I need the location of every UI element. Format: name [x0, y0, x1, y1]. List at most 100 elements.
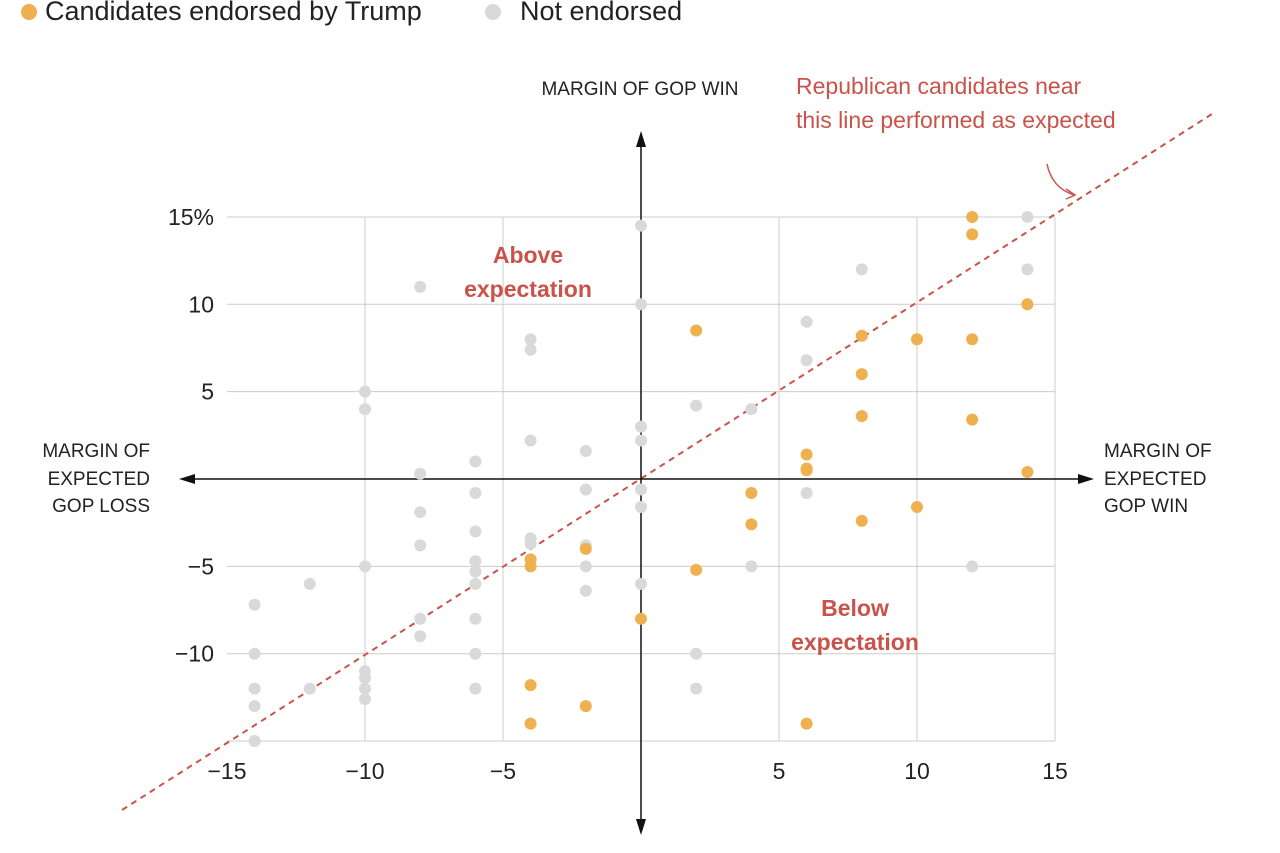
point-not-endorsed [248, 700, 261, 713]
point-endorsed [524, 679, 537, 692]
point-not-endorsed [414, 467, 427, 480]
point-not-endorsed [524, 537, 537, 550]
point-not-endorsed [359, 403, 371, 416]
point-endorsed [524, 560, 537, 573]
point-not-endorsed [635, 483, 647, 496]
point-not-endorsed [469, 455, 482, 468]
line-annotation: Republican candidates near this line per… [796, 73, 1116, 200]
point-not-endorsed [800, 315, 813, 328]
point-endorsed [966, 413, 979, 426]
point-endorsed [524, 717, 537, 730]
x-tick-label: 15 [1042, 758, 1068, 784]
point-not-endorsed [414, 506, 427, 519]
point-not-endorsed [966, 560, 979, 573]
series-endorsed [524, 210, 1034, 730]
point-endorsed [690, 563, 703, 576]
above-label-line: expectation [464, 276, 592, 302]
y-axis-label: MARGIN OF GOP WIN [541, 79, 738, 100]
point-not-endorsed [469, 555, 482, 568]
legend-swatch-endorsed [21, 4, 37, 20]
point-not-endorsed [690, 647, 703, 660]
point-not-endorsed [690, 399, 703, 412]
point-endorsed [579, 542, 592, 555]
point-not-endorsed [359, 672, 371, 685]
point-not-endorsed [1021, 210, 1034, 223]
point-not-endorsed [800, 354, 813, 367]
point-not-endorsed [635, 434, 647, 447]
point-not-endorsed [855, 263, 868, 276]
point-not-endorsed [469, 682, 482, 695]
point-not-endorsed [524, 434, 537, 447]
point-endorsed [635, 612, 647, 625]
point-not-endorsed [469, 612, 482, 625]
point-not-endorsed [745, 403, 758, 416]
point-not-endorsed [579, 584, 592, 597]
point-not-endorsed [635, 298, 647, 311]
point-not-endorsed [579, 445, 592, 458]
point-endorsed [911, 333, 923, 346]
point-not-endorsed [524, 343, 537, 356]
point-not-endorsed [579, 560, 592, 573]
x-axis-label-left: MARGIN OF EXPECTED GOP LOSS [42, 441, 150, 517]
point-not-endorsed [469, 486, 482, 499]
x-axis-label-right-line: GOP WIN [1104, 496, 1188, 517]
point-endorsed [855, 410, 868, 423]
y-tick-label: 15% [168, 204, 214, 230]
above-label-line: Above [493, 242, 563, 268]
point-endorsed [800, 717, 813, 730]
point-not-endorsed [359, 560, 371, 573]
point-not-endorsed [414, 539, 427, 552]
point-endorsed [745, 486, 758, 499]
point-endorsed [800, 448, 813, 461]
y-axis-top-arrow [636, 131, 646, 147]
y-tick-label: 10 [188, 291, 214, 317]
point-endorsed [745, 518, 758, 531]
point-not-endorsed [635, 500, 647, 513]
point-endorsed [966, 228, 979, 241]
point-not-endorsed [1021, 263, 1034, 276]
point-endorsed [966, 210, 979, 223]
point-not-endorsed [579, 483, 592, 496]
x-axis-label-left-line: EXPECTED [48, 469, 150, 490]
point-endorsed [855, 514, 868, 527]
point-not-endorsed [635, 577, 647, 590]
series-not-endorsed [248, 210, 1034, 748]
point-endorsed [579, 700, 592, 713]
point-not-endorsed [359, 682, 371, 695]
legend: Candidates endorsed by Trump Not endorse… [21, 0, 682, 26]
point-not-endorsed [745, 560, 758, 573]
point-not-endorsed [635, 219, 647, 232]
x-axis-label-right: MARGIN OF EXPECTED GOP WIN [1104, 441, 1212, 517]
above-expectation-label: Above expectation [464, 242, 592, 302]
below-label-line: Below [821, 595, 889, 621]
x-axis-left-arrow [179, 474, 195, 484]
line-note-arrow [1046, 163, 1075, 196]
x-axis-label-left-line: GOP LOSS [52, 496, 150, 517]
point-not-endorsed [469, 647, 482, 660]
point-not-endorsed [414, 630, 427, 643]
point-not-endorsed [303, 682, 316, 695]
point-not-endorsed [359, 385, 371, 398]
line-note-line: this line performed as expected [796, 107, 1116, 133]
point-endorsed [911, 500, 923, 513]
point-endorsed [690, 324, 703, 337]
below-expectation-label: Below expectation [791, 595, 919, 655]
point-not-endorsed [469, 565, 482, 578]
point-not-endorsed [800, 486, 813, 499]
x-axis-label-right-line: EXPECTED [1104, 469, 1206, 490]
x-tick-label: 10 [904, 758, 930, 784]
legend-label-endorsed: Candidates endorsed by Trump [45, 0, 422, 26]
y-tick-label: 5 [201, 379, 214, 405]
point-not-endorsed [248, 647, 261, 660]
expectation-line [121, 113, 1213, 811]
x-axis-label-right-line: MARGIN OF [1104, 441, 1212, 462]
axes [179, 131, 1094, 835]
point-not-endorsed [414, 280, 427, 293]
point-not-endorsed [359, 693, 371, 706]
point-not-endorsed [248, 598, 261, 611]
point-not-endorsed [469, 577, 482, 590]
point-not-endorsed [414, 612, 427, 625]
point-not-endorsed [248, 735, 261, 748]
legend-label-not-endorsed: Not endorsed [520, 0, 682, 26]
